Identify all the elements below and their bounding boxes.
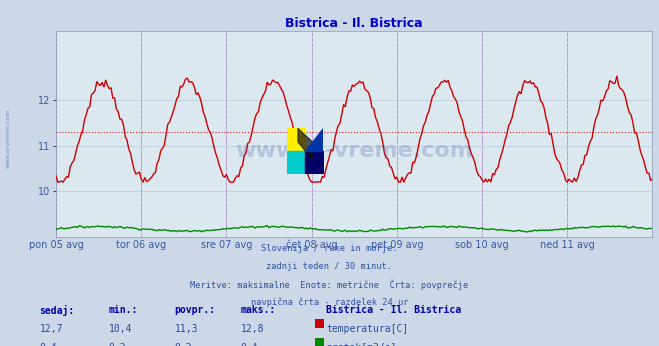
Text: 0,3: 0,3 <box>109 343 127 346</box>
Text: temperatura[C]: temperatura[C] <box>326 324 409 334</box>
Text: 12,8: 12,8 <box>241 324 264 334</box>
Text: sedaj:: sedaj: <box>40 305 74 316</box>
Text: 0,4: 0,4 <box>40 343 57 346</box>
Text: 0,3: 0,3 <box>175 343 192 346</box>
Text: Meritve: maksimalne  Enote: metrične  Črta: povprečje: Meritve: maksimalne Enote: metrične Črta… <box>190 280 469 290</box>
Text: maks.:: maks.: <box>241 305 275 315</box>
Text: 10,4: 10,4 <box>109 324 132 334</box>
Text: pretok[m3/s]: pretok[m3/s] <box>326 343 397 346</box>
Text: 0,4: 0,4 <box>241 343 258 346</box>
Polygon shape <box>304 128 323 151</box>
Text: navpična črta - razdelek 24 ur: navpična črta - razdelek 24 ur <box>251 298 408 307</box>
Text: Slovenija / reke in morje.: Slovenija / reke in morje. <box>261 244 398 253</box>
Text: zadnji teden / 30 minut.: zadnji teden / 30 minut. <box>266 262 393 271</box>
Text: 12,7: 12,7 <box>40 324 63 334</box>
Text: www.si-vreme.com: www.si-vreme.com <box>5 109 11 168</box>
Text: Bistrica - Il. Bistrica: Bistrica - Il. Bistrica <box>326 305 461 315</box>
Text: 11,3: 11,3 <box>175 324 198 334</box>
Title: Bistrica - Il. Bistrica: Bistrica - Il. Bistrica <box>285 17 423 30</box>
Text: min.:: min.: <box>109 305 138 315</box>
Text: povpr.:: povpr.: <box>175 305 215 315</box>
Text: www.si-vreme.com: www.si-vreme.com <box>235 140 473 161</box>
